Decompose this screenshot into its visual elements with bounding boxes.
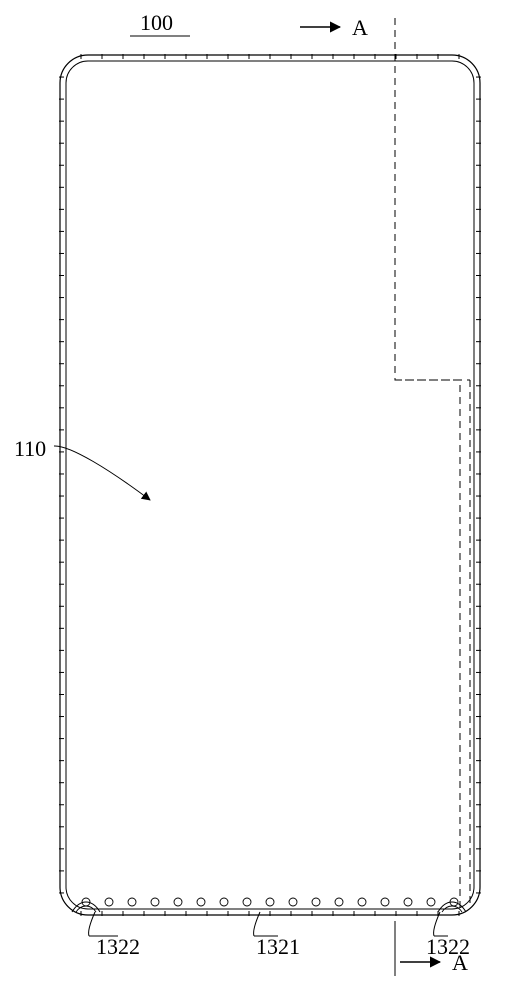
section-label-top: A xyxy=(352,15,368,40)
label-1321: 1321 xyxy=(256,934,300,959)
leader-110 xyxy=(54,446,150,500)
label-1322-left: 1322 xyxy=(96,934,140,959)
section-line xyxy=(395,18,460,907)
label-110: 110 xyxy=(14,436,46,461)
label-1322-right: 1322 xyxy=(426,934,470,959)
label-100: 100 xyxy=(140,10,173,35)
